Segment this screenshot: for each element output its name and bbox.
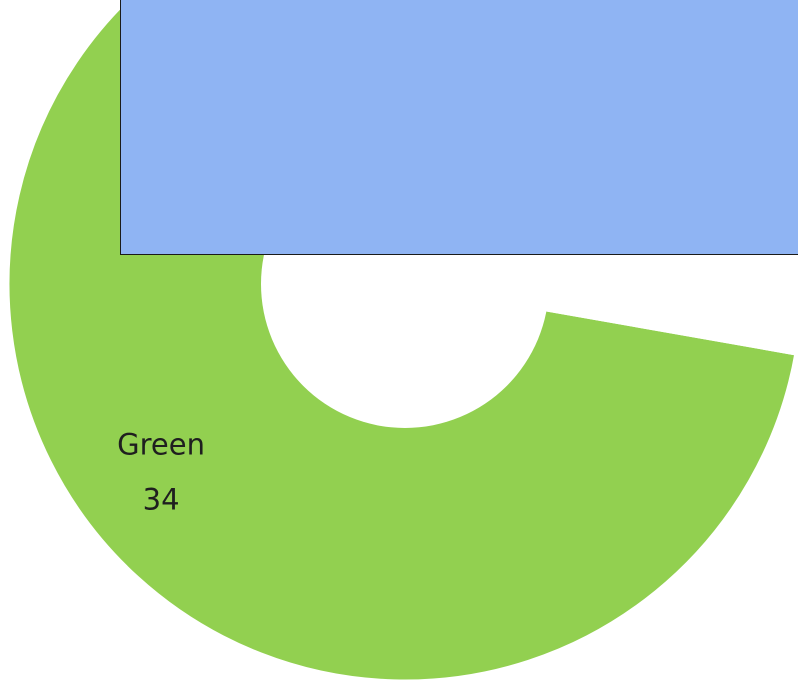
slice-label-value: 34 bbox=[143, 483, 180, 517]
overlay-panel bbox=[120, 0, 798, 255]
slice-label-name: Green bbox=[117, 428, 205, 462]
labels-layer: Green 34 bbox=[117, 428, 205, 517]
